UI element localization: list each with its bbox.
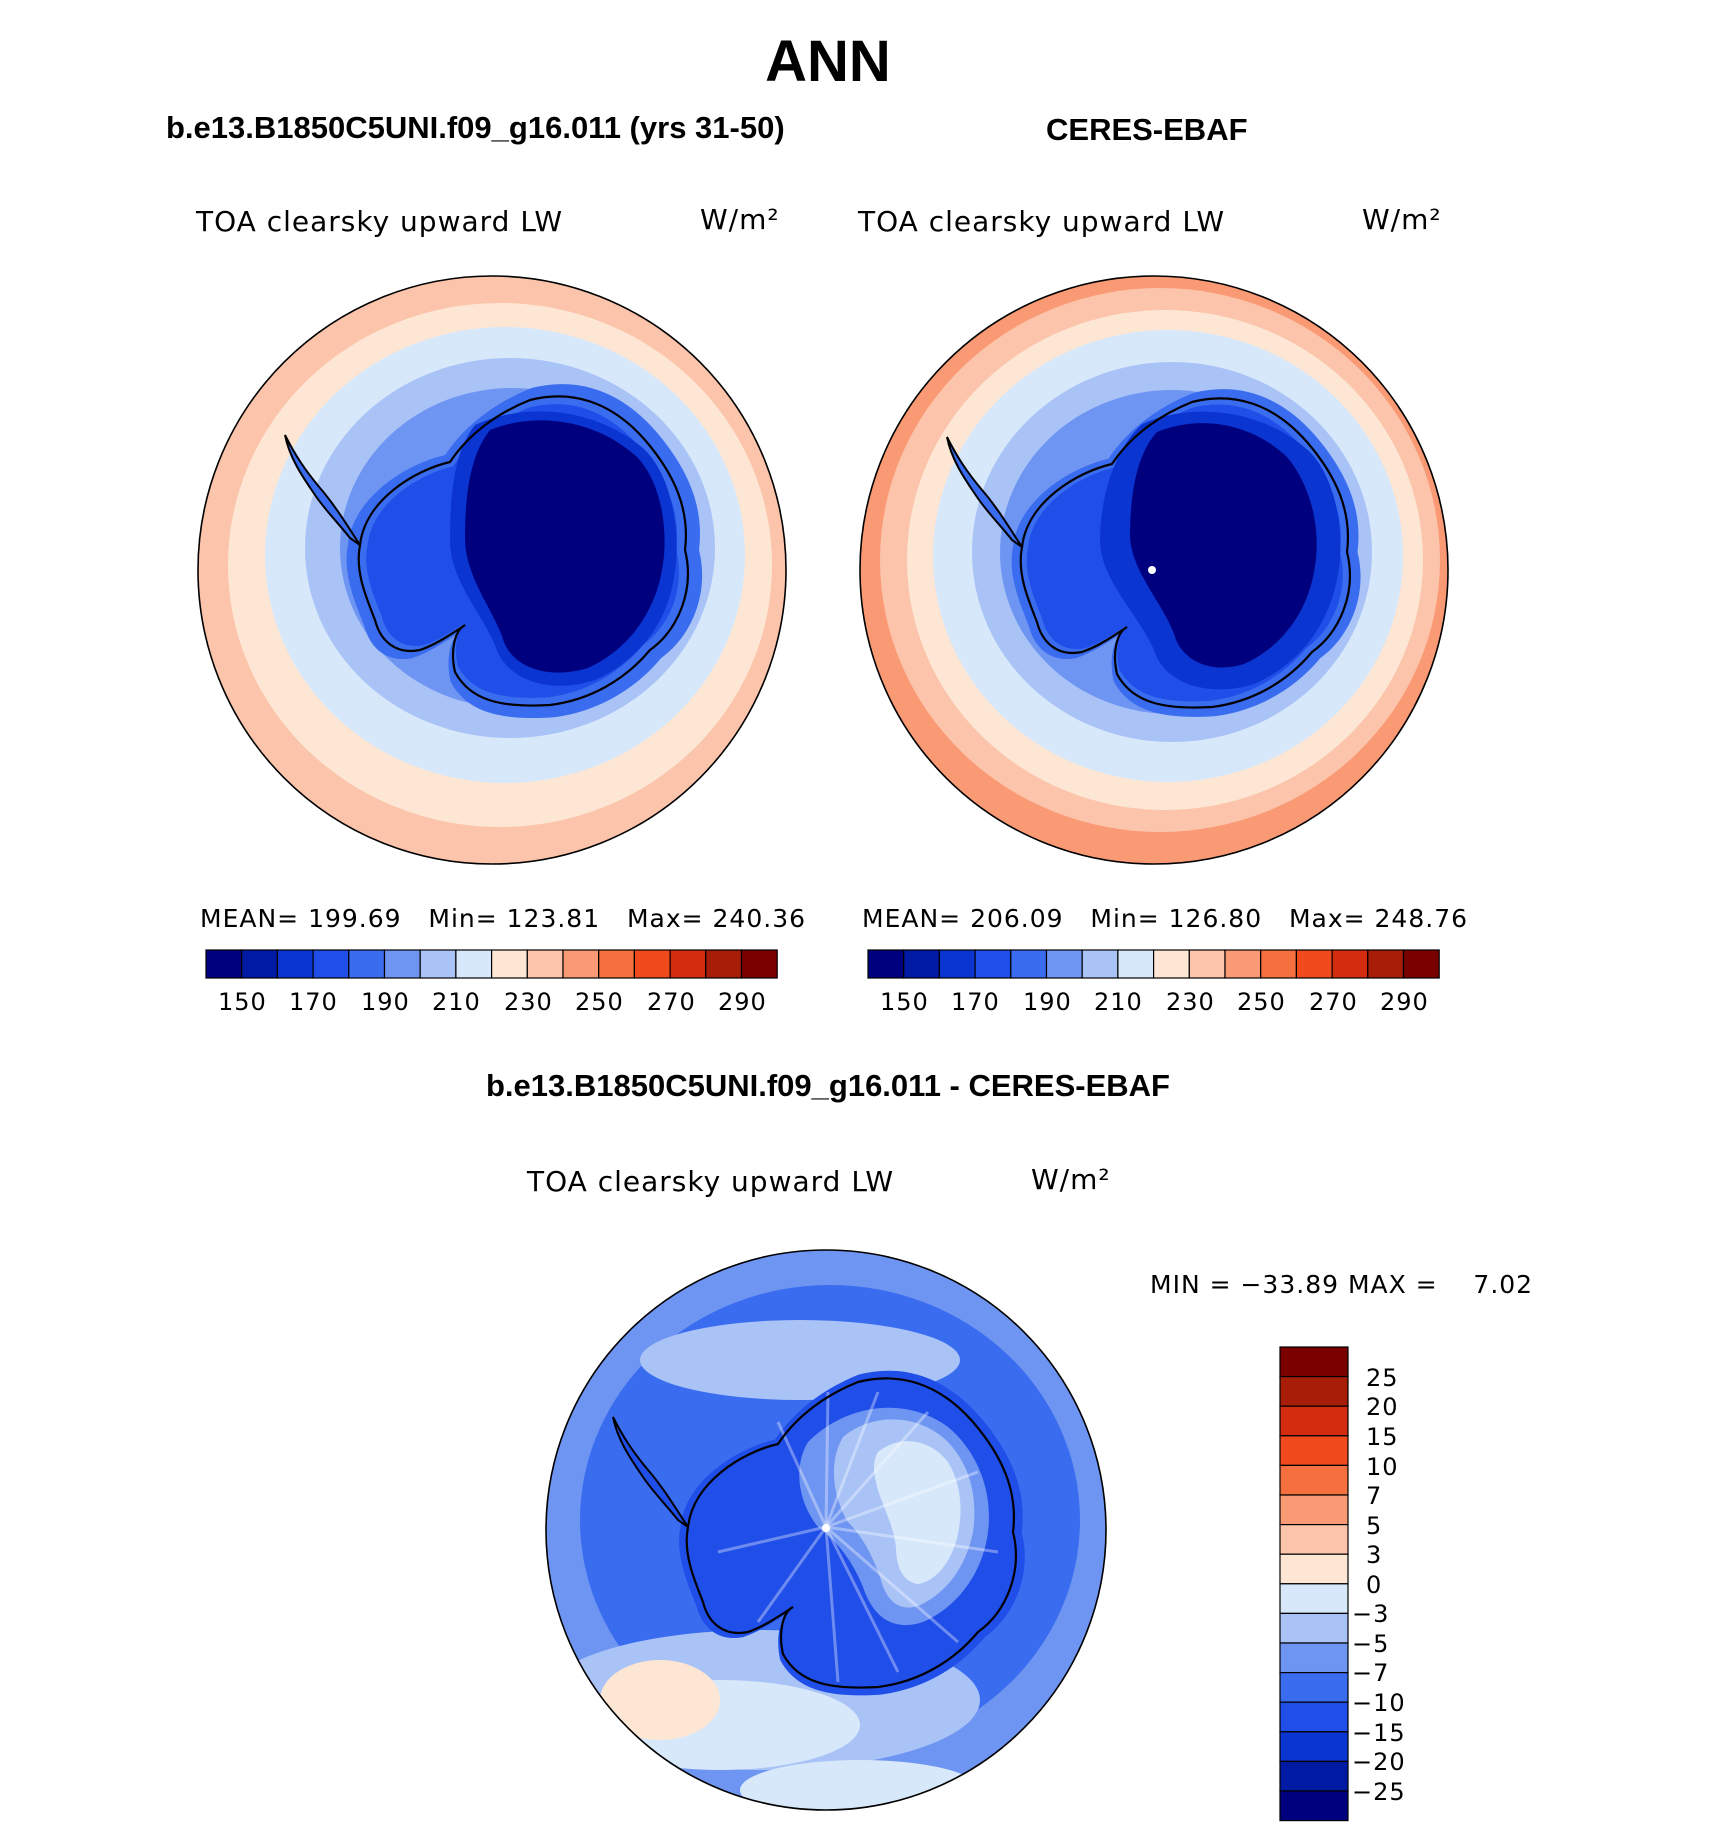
colorbar-swatch (1081, 949, 1119, 979)
colorbar-swatch (241, 949, 278, 979)
diffbar-tick-label: −3 (1352, 1600, 1390, 1628)
colorbar-swatch (867, 949, 905, 979)
colorbar-swatch (705, 949, 743, 979)
diffbar-tick-label: −15 (1352, 1719, 1406, 1747)
diff-colorbar (1279, 1346, 1349, 1822)
colorbar-swatch (1260, 949, 1297, 979)
colorbar-swatch (1279, 1464, 1349, 1496)
colorbar1-tick-label: 170 (289, 988, 338, 1016)
diffbar-tick-label: −25 (1352, 1778, 1406, 1806)
colorbar-swatch (1279, 1731, 1349, 1763)
colorbar1-tick-label: 210 (432, 988, 481, 1016)
colorbar2-tick-label: 150 (880, 988, 929, 1016)
colorbar-swatch (1188, 949, 1226, 979)
colorbar-swatch (1279, 1523, 1349, 1555)
colorbar2-tick-label: 210 (1094, 988, 1143, 1016)
diffbar-tick-label: 25 (1366, 1364, 1399, 1392)
colorbar-swatch (598, 949, 636, 979)
colorbar2-tick-label: 190 (1023, 988, 1072, 1016)
colorbar-swatch (903, 949, 941, 979)
diffbar-tick-label: −7 (1352, 1659, 1390, 1687)
colorbar-swatch (1402, 949, 1440, 979)
colorbar-swatch (383, 949, 421, 979)
diffbar-tick-label: 10 (1366, 1453, 1399, 1481)
panel1-map (197, 275, 787, 865)
colorbar-swatch (205, 949, 243, 979)
colorbar1-tick-label: 230 (504, 988, 553, 1016)
colorbar-swatch (1117, 949, 1155, 979)
diffbar-tick-label: 20 (1366, 1393, 1399, 1421)
colorbar2-tick-label: 170 (951, 988, 1000, 1016)
colorbar-swatch (1279, 1790, 1349, 1822)
colorbar1-tick-label: 290 (718, 988, 767, 1016)
figure-title: ANN (765, 29, 891, 94)
colorbar-swatch (740, 949, 778, 979)
colorbar-swatch (348, 949, 386, 979)
diff-case-title: b.e13.B1850C5UNI.f09_g16.011 - CERES-EBA… (485, 1068, 1170, 1103)
colorbar-swatch (1295, 949, 1333, 979)
colorbar-swatch (669, 949, 707, 979)
colorbar-swatch (1279, 1346, 1349, 1378)
colorbar2-tick-label: 270 (1309, 988, 1358, 1016)
panel2-stats: MEAN= 206.09 Min= 126.80 Max= 248.76 (862, 904, 1469, 933)
diffbar-tick-label: −5 (1352, 1630, 1390, 1658)
colorbar-swatch (1279, 1405, 1349, 1437)
colorbar-swatch (1224, 949, 1262, 979)
colorbar-swatch (1279, 1553, 1349, 1585)
right-case-title: CERES-EBAF (1046, 112, 1248, 147)
colorbar-swatch (1279, 1375, 1349, 1407)
colorbar-swatch (1279, 1612, 1349, 1644)
colorbar-swatch (1279, 1642, 1349, 1674)
colorbar1-tick-label: 190 (361, 988, 410, 1016)
colorbar-swatch (562, 949, 600, 979)
colorbar-swatch (1279, 1701, 1349, 1733)
colorbar2-tick-label: 230 (1166, 988, 1215, 1016)
colorbar-swatch (938, 949, 976, 979)
colorbar-swatch (1331, 949, 1369, 979)
colorbar-swatch (1045, 949, 1083, 979)
colorbar-swatch (1279, 1760, 1349, 1792)
colorbar-swatch (526, 949, 564, 979)
diffbar-tick-label: 0 (1366, 1571, 1383, 1599)
colorbar-swatch (633, 949, 671, 979)
panel1-stats: MEAN= 199.69 Min= 123.81 Max= 240.36 (200, 904, 807, 933)
diffbar-tick-label: 5 (1366, 1512, 1383, 1540)
panel3-variable-label: TOA clearsky upward LW (527, 1165, 895, 1198)
colorbar1-tick-label: 270 (647, 988, 696, 1016)
panel2-colorbar (867, 949, 1440, 979)
colorbar-swatch (974, 949, 1012, 979)
panel1-colorbar (205, 949, 778, 979)
diffbar-tick-label: 3 (1366, 1541, 1383, 1569)
colorbar-swatch (312, 949, 350, 979)
panel2-variable-label: TOA clearsky upward LW (858, 205, 1226, 238)
colorbar-swatch (1367, 949, 1405, 979)
colorbar1-tick-label: 250 (575, 988, 624, 1016)
colorbar-swatch (1152, 949, 1190, 979)
diffbar-tick-label: 15 (1366, 1423, 1399, 1451)
panel3-map (545, 1249, 1107, 1811)
diffbar-tick-label: 7 (1366, 1482, 1383, 1510)
colorbar-swatch (491, 949, 528, 979)
colorbar1-tick-label: 150 (218, 988, 267, 1016)
panel3-units-label: W/m² (1031, 1163, 1111, 1196)
colorbar-swatch (455, 949, 493, 979)
colorbar-swatch (1279, 1494, 1349, 1526)
panel2-map (859, 275, 1449, 865)
colorbar-swatch (419, 949, 457, 979)
colorbar-swatch (1010, 949, 1048, 979)
colorbar-swatch (276, 949, 314, 979)
colorbar-swatch (1279, 1671, 1349, 1703)
panel1-variable-label: TOA clearsky upward LW (196, 205, 564, 238)
diffbar-tick-label: −10 (1352, 1689, 1406, 1717)
left-case-title: b.e13.B1850C5UNI.f09_g16.011 (yrs 31-50) (166, 110, 785, 145)
panel2-units-label: W/m² (1362, 203, 1442, 236)
colorbar-swatch (1279, 1435, 1349, 1467)
panel3-stats: MIN = −33.89 MAX = 7.02 (1150, 1270, 1534, 1299)
colorbar-swatch (1279, 1583, 1349, 1615)
diffbar-tick-label: −20 (1352, 1748, 1406, 1776)
panel1-units-label: W/m² (700, 203, 780, 236)
colorbar2-tick-label: 290 (1380, 988, 1429, 1016)
colorbar2-tick-label: 250 (1237, 988, 1286, 1016)
